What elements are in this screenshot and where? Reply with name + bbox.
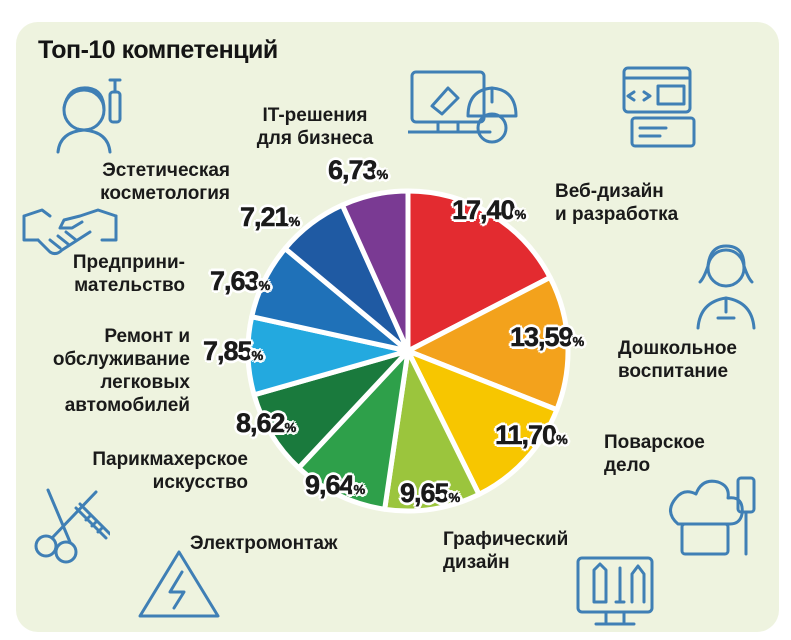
pct-entrepreneurship: 7,63%	[210, 266, 271, 297]
pie-slice	[296, 348, 411, 512]
pie-slice	[405, 188, 553, 354]
it-solutions-icon	[408, 70, 518, 144]
pct-web-design: 17,40%	[452, 195, 527, 226]
barber-icon	[34, 488, 110, 564]
label-car-repair: Ремонт и обслуживание легковых автомобил…	[52, 326, 190, 416]
cosmetology-icon	[56, 78, 122, 154]
pie-slice	[339, 188, 411, 354]
label-cooking: Поварское дело	[604, 432, 705, 476]
chart-title: Топ-10 компетенций	[38, 36, 278, 64]
label-preschool: Дошкольное воспитание	[618, 338, 738, 382]
pct-cosmetology: 7,21%	[240, 202, 301, 233]
pct-it-solutions: 6,73%	[328, 155, 389, 186]
label-cosmetology: Эстетическая косметология	[100, 160, 230, 204]
pct-electrical: 9,64%	[305, 470, 366, 501]
web-design-icon	[622, 66, 696, 148]
pct-graphic-design: 9,65%	[400, 478, 461, 509]
graphic-design-icon	[576, 556, 654, 626]
label-it-solutions: IT-решения для бизнеса	[256, 105, 374, 149]
pie-slice	[382, 348, 482, 514]
label-entrepreneurship: Предприни- мательство	[72, 252, 185, 296]
electrical-icon	[138, 550, 220, 618]
chef-icon	[669, 476, 756, 556]
pie-slice	[405, 348, 560, 497]
label-hairdressing: Парикмахерское искусство	[92, 449, 248, 493]
pie-slice	[405, 274, 571, 413]
pct-preschool: 13,59%	[510, 322, 585, 353]
teacher-icon	[696, 244, 756, 330]
label-web-design: Веб-дизайн и разработка	[555, 181, 679, 225]
handshake-icon	[22, 208, 118, 256]
label-electrical: Электромонтаж	[190, 533, 338, 554]
pct-cooking: 11,70%	[495, 420, 568, 451]
label-graphic-design: Графический дизайн	[443, 529, 569, 573]
pct-car-repair: 7,85%	[203, 336, 264, 367]
pct-hairdressing: 8,62%	[236, 408, 297, 439]
